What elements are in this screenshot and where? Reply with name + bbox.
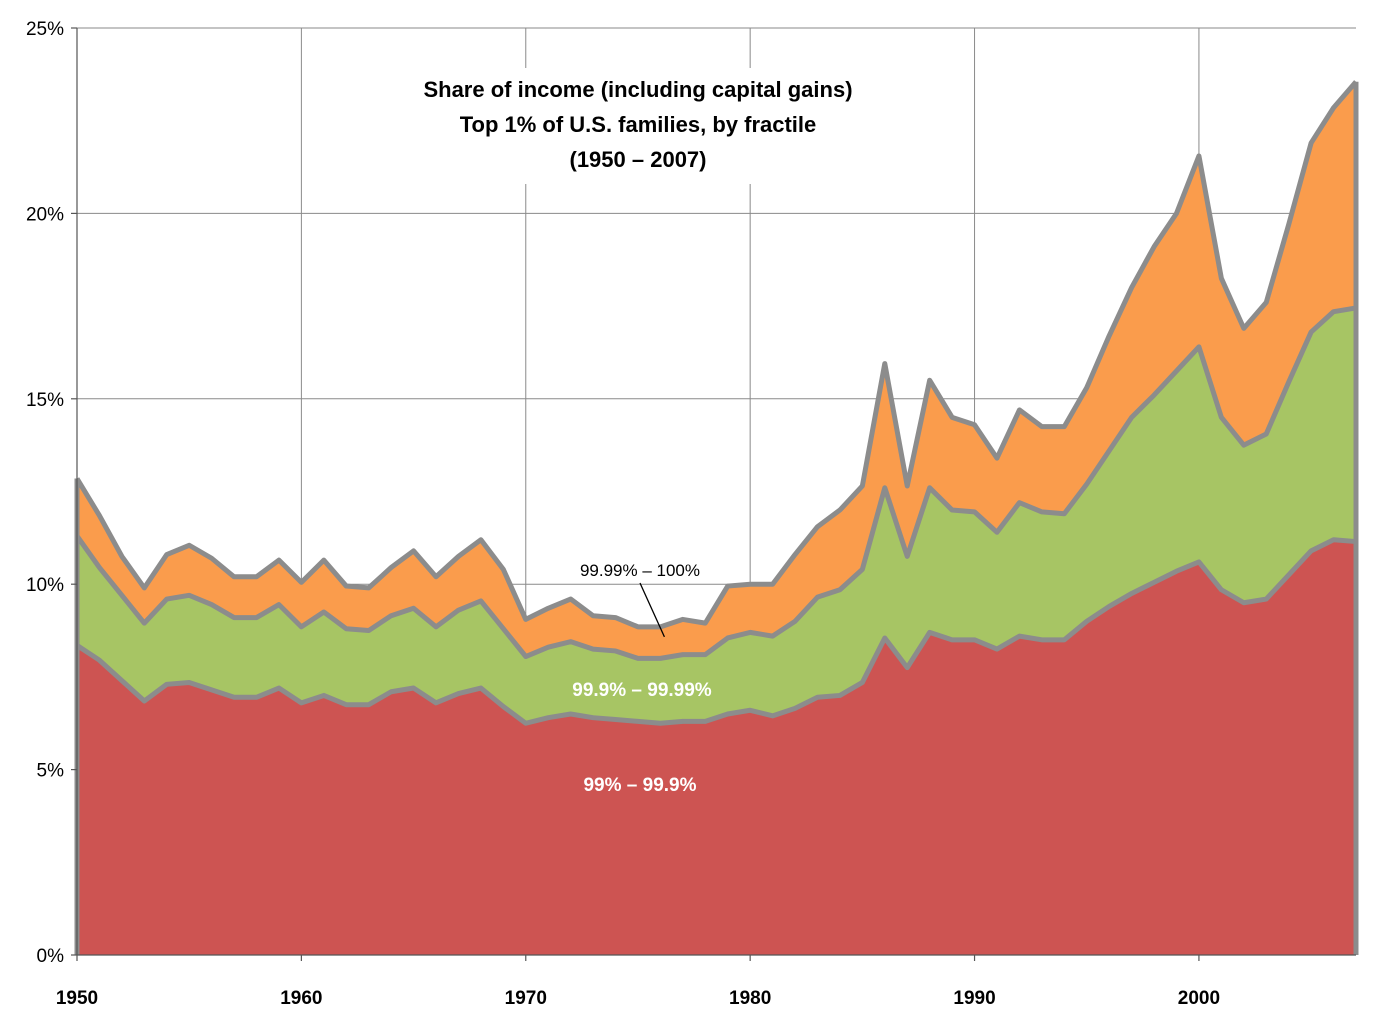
- y-tick-label: 10%: [26, 575, 64, 596]
- x-tick-label: 1990: [953, 988, 995, 1009]
- series-label-99.99-100: 99.99% – 100%: [580, 561, 700, 580]
- area-outlines: [74, 80, 1359, 955]
- title-background: [388, 68, 888, 184]
- y-tick-label: 5%: [37, 761, 65, 782]
- chart-title: Share of income (including capital gains…: [388, 68, 888, 184]
- area-series-1: [77, 539, 1356, 955]
- title-line-2: Top 1% of U.S. families, by fractile: [460, 112, 817, 137]
- area-series-2: [77, 307, 1356, 724]
- series-outline-2: [74, 305, 1357, 661]
- stacked-areas: [77, 81, 1356, 955]
- title-line-3: (1950 – 2007): [570, 147, 707, 172]
- series-label-99-99.9: 99% – 99.9%: [583, 775, 696, 796]
- x-tick-label: 2000: [1178, 988, 1220, 1009]
- series-label-99.9-99.99: 99.9% – 99.99%: [572, 680, 712, 701]
- x-tick-label: 1960: [280, 988, 322, 1009]
- y-tick-label: 20%: [26, 204, 64, 225]
- annotation-pointer-line: [639, 582, 665, 638]
- annotation-background: [560, 555, 718, 581]
- axes: [71, 27, 1356, 961]
- series-labels: 99% – 99.9% 99.9% – 99.99% 99.99% – 100%: [560, 555, 718, 796]
- title-line-1: Share of income (including capital gains…: [423, 77, 852, 102]
- series-outline-1: [75, 537, 1357, 726]
- x-tick-label: 1970: [505, 988, 547, 1009]
- y-tick-labels: 0% 5% 10% 15% 20% 25%: [26, 19, 64, 967]
- series-outline-3: [74, 80, 1358, 630]
- y-tick-label: 0%: [37, 946, 65, 967]
- x-tick-labels: 1950 1960 1970 1980 1990 2000: [56, 988, 1220, 1009]
- x-tick-label: 1980: [729, 988, 771, 1009]
- y-tick-label: 15%: [26, 390, 64, 411]
- x-tick-label: 1950: [56, 988, 98, 1009]
- y-tick-label: 25%: [26, 19, 64, 40]
